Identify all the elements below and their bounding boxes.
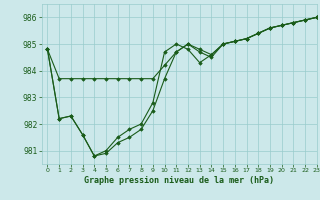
- X-axis label: Graphe pression niveau de la mer (hPa): Graphe pression niveau de la mer (hPa): [84, 176, 274, 185]
